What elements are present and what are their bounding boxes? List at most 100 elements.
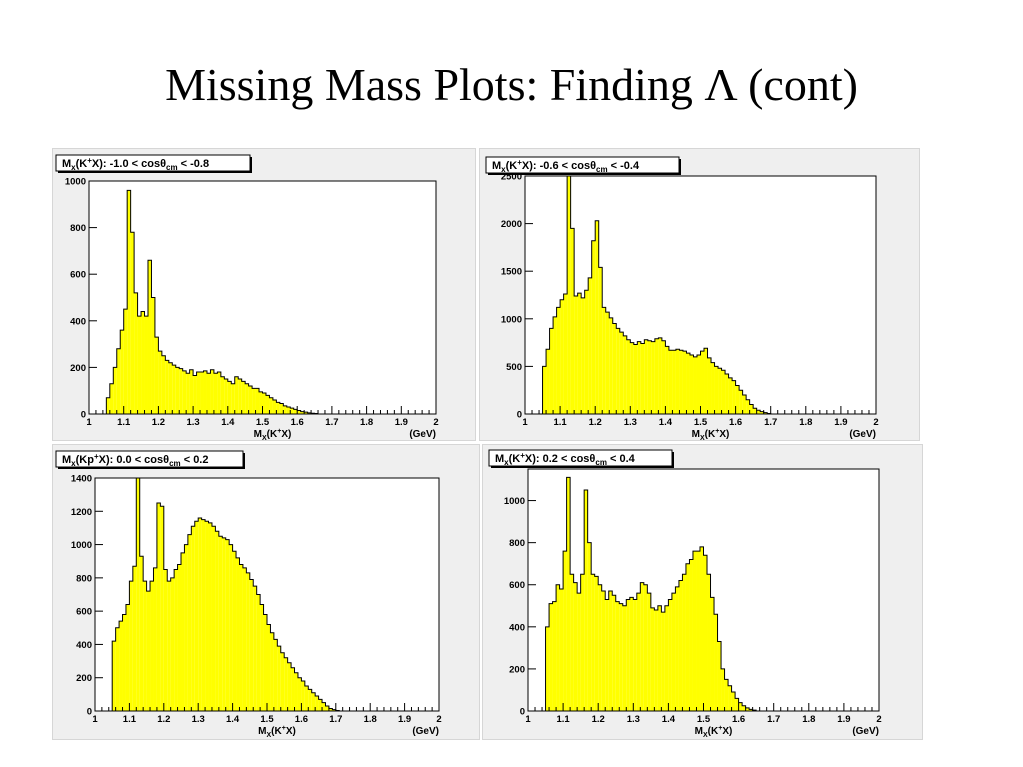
histogram-bar [580, 574, 585, 711]
histogram-bar [587, 542, 592, 711]
histogram-bar [721, 668, 725, 711]
histogram-bar [106, 397, 110, 414]
x-tick-label: 1.5 [697, 714, 711, 725]
histogram-bar [577, 293, 582, 414]
x-axis-title: MX(K+X) [695, 725, 733, 739]
x-tick-label: 1.4 [662, 714, 676, 725]
histogram-panel-4: 1 1.1 1.2 1.3 1.4 1.5 1.6 1.7 1.8 1.9 2 0 200 400 600 8… [482, 444, 923, 740]
title-box [488, 449, 673, 467]
histogram-bar [546, 349, 550, 414]
histogram-bar [591, 240, 596, 414]
histogram-bar [559, 588, 564, 711]
y-tick-label: 400 [70, 316, 86, 327]
histogram-bar [203, 370, 207, 414]
x-tick-label: 1.3 [627, 714, 640, 725]
y-tick-label: 0 [517, 410, 522, 421]
histogram-title: Mx(Kp+X): 0.0 < cosθcm < 0.2 [62, 452, 208, 468]
histogram-bar [287, 662, 292, 711]
histogram-bar [293, 409, 298, 414]
histogram-bar [704, 348, 708, 414]
histogram-bar [731, 692, 736, 711]
x-tick-label: 1.8 [360, 417, 373, 428]
x-tick-label: 1.2 [152, 417, 165, 428]
histogram-bar [664, 605, 669, 711]
histogram-bar [756, 410, 761, 414]
histogram-bar [696, 354, 701, 414]
histogram-bar [718, 368, 722, 414]
histogram-bar [760, 411, 764, 414]
title-box [55, 450, 244, 468]
histogram-bar [269, 397, 273, 414]
y-tick-label: 600 [70, 270, 86, 281]
histogram-panel-3: 1 1.1 1.2 1.3 1.4 1.5 1.6 1.7 1.8 1.9 2 0 200 400 600 8… [52, 444, 480, 740]
x-axis-unit: (GeV) [409, 429, 436, 440]
histogram-bar [249, 579, 254, 711]
histogram-bar [165, 360, 169, 414]
histogram-bar [234, 376, 239, 414]
histogram-bar [236, 557, 240, 711]
histogram-bar [707, 357, 712, 414]
histogram-bar [665, 346, 669, 414]
histogram-bar [746, 399, 750, 414]
histogram-bars [542, 176, 771, 414]
histogram-bar [276, 402, 280, 414]
histogram-bar [609, 317, 613, 414]
histogram-bar [738, 702, 743, 711]
histogram-bar [689, 559, 693, 711]
histogram-bar [644, 339, 648, 414]
histogram-bar [154, 337, 159, 414]
histogram-bar [265, 395, 270, 414]
histogram-bar [654, 338, 659, 414]
histogram-bar [692, 551, 697, 711]
histogram-bar [172, 365, 176, 414]
histogram-bar [602, 307, 606, 414]
histogram-bar [239, 564, 243, 711]
histogram-bar [745, 707, 750, 711]
histogram-bar [163, 569, 168, 711]
histogram-bar [651, 341, 655, 414]
histogram-bar [242, 567, 247, 711]
histogram-bar [248, 386, 253, 414]
histogram-bar [577, 593, 581, 711]
histogram-bar [132, 566, 137, 711]
y-tick-label: 600 [76, 607, 92, 618]
histogram-bar [725, 374, 729, 414]
y-tick-label: 2000 [501, 219, 522, 230]
x-tick-label: 1.3 [186, 417, 199, 428]
histogram-bar [717, 641, 722, 711]
histogram-bar [218, 536, 223, 711]
x-tick-label: 1.9 [837, 714, 850, 725]
histogram-bar [167, 581, 171, 711]
x-tick-label: 1 [522, 417, 528, 428]
histogram-bar [272, 400, 277, 414]
histogram-bar [129, 581, 133, 711]
histogram-panel-2: 1 1.1 1.2 1.3 1.4 1.5 1.6 1.7 1.8 1.9 2 0 500 1000 150… [479, 148, 920, 441]
x-axis-unit: (GeV) [412, 726, 439, 737]
histogram-bar [714, 366, 719, 414]
histogram-bar [696, 551, 700, 711]
x-tick-label: 1.6 [732, 714, 745, 725]
histogram-bar [141, 311, 145, 414]
x-axis-unit: (GeV) [849, 429, 876, 440]
histogram-bars [545, 477, 757, 711]
histogram-bar [588, 277, 592, 414]
histogram-bar [732, 380, 736, 414]
histogram-bar [286, 407, 291, 414]
histogram-bar [693, 356, 697, 414]
histogram-bar [277, 646, 281, 711]
x-tick-label: 1 [92, 714, 98, 725]
histogram-outline [542, 175, 772, 415]
histogram-bar [201, 519, 206, 711]
x-tick-label: 1.8 [802, 714, 815, 725]
x-tick-label: 1.8 [799, 417, 812, 428]
histogram-bar [615, 601, 620, 711]
x-tick-label: 1.6 [291, 417, 304, 428]
y-tick-label: 200 [509, 664, 525, 675]
histogram-bar [594, 576, 599, 711]
histogram-bar [643, 584, 648, 711]
histogram-bar [153, 567, 157, 711]
histogram-chart-3: 1 1.1 1.2 1.3 1.4 1.5 1.6 1.7 1.8 1.9 2 0 200 400 600 8… [55, 450, 442, 739]
title-box [485, 156, 680, 174]
y-tick-label: 1500 [501, 267, 522, 278]
histogram-bar [229, 544, 233, 711]
